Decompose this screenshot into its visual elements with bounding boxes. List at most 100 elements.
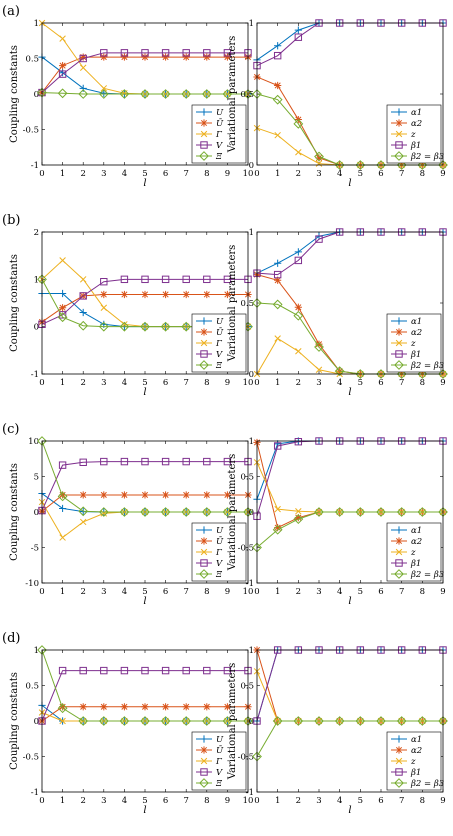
data-point-1-9 bbox=[223, 703, 231, 711]
series-line-4 bbox=[41, 92, 248, 95]
x-tick-label-3: 3 bbox=[316, 587, 321, 597]
x-tick-label-4: 4 bbox=[122, 378, 127, 388]
data-point-1-5 bbox=[141, 703, 149, 711]
legend-marker-4 bbox=[199, 569, 209, 579]
y-axis-label: Variational parameters bbox=[227, 663, 238, 781]
data-point-4-6 bbox=[376, 160, 386, 170]
data-point-3-9 bbox=[223, 457, 232, 466]
data-point-3-9 bbox=[223, 49, 232, 57]
legend-marker-3 bbox=[395, 350, 403, 358]
x-tick-label-7: 7 bbox=[183, 378, 188, 388]
x-tick-label-2: 2 bbox=[296, 378, 301, 388]
x-tick-label-4: 4 bbox=[122, 587, 127, 597]
x-tick-label-2: 2 bbox=[80, 378, 85, 388]
data-point-3-8 bbox=[203, 49, 211, 57]
data-point-0-1 bbox=[59, 504, 67, 513]
data-point-0-2 bbox=[294, 26, 302, 34]
data-point-4-4 bbox=[119, 716, 130, 726]
data-point-1-1 bbox=[59, 304, 67, 312]
panel-label-d: (d) bbox=[2, 631, 20, 646]
data-point-4-7 bbox=[181, 507, 192, 517]
x-tick-label-8: 8 bbox=[420, 169, 425, 179]
x-tick-label-0: 0 bbox=[39, 796, 44, 806]
data-point-2-2 bbox=[79, 276, 87, 283]
x-axis-label: l bbox=[348, 805, 351, 816]
legend-label-3: β1 bbox=[410, 768, 421, 778]
x-tick-label-10: 10 bbox=[243, 378, 254, 388]
series-line-3 bbox=[256, 649, 443, 722]
legend-label-1: α2 bbox=[411, 537, 422, 547]
data-point-3-8 bbox=[203, 457, 211, 466]
data-point-3-7 bbox=[182, 49, 190, 57]
legend-label-2: Γ bbox=[215, 548, 223, 558]
x-tick-label-2: 2 bbox=[80, 587, 85, 597]
data-point-4-6 bbox=[160, 321, 171, 332]
legend-marker-3 bbox=[395, 141, 403, 149]
data-point-3-5 bbox=[141, 457, 149, 466]
legend-label-4: β2 = β3 bbox=[410, 152, 444, 162]
legend-label-2: z bbox=[410, 548, 416, 558]
y-tick-label-3: 2 bbox=[34, 228, 39, 238]
data-point-1-7 bbox=[182, 53, 190, 61]
data-point-3-2 bbox=[294, 256, 303, 265]
data-point-4-7 bbox=[396, 507, 407, 517]
data-point-2-1 bbox=[59, 534, 66, 541]
data-point-4-3 bbox=[98, 321, 109, 332]
legend-label-0: α1 bbox=[411, 317, 422, 327]
data-point-1-9 bbox=[223, 491, 231, 499]
legend-label-0: U bbox=[216, 108, 224, 118]
data-point-4-1 bbox=[272, 716, 283, 726]
series-line-2 bbox=[256, 671, 443, 722]
x-tick-label-9: 9 bbox=[225, 378, 230, 388]
data-point-4-1 bbox=[57, 491, 68, 502]
legend-label-3: V bbox=[216, 350, 223, 360]
y-tick-label-2: 0 bbox=[249, 717, 254, 727]
legend-marker-0 bbox=[395, 526, 403, 534]
data-point-4-7 bbox=[181, 716, 192, 726]
data-point-1-3 bbox=[315, 340, 323, 348]
y-tick-label-2: 0 bbox=[34, 508, 39, 518]
legend-marker-3 bbox=[200, 559, 208, 567]
data-point-4-6 bbox=[376, 507, 386, 517]
legend-marker-2 bbox=[395, 548, 403, 556]
data-point-4-1 bbox=[57, 312, 68, 323]
y-tick-label-2: 0 bbox=[34, 90, 39, 100]
legend-label-3: β1 bbox=[410, 350, 421, 360]
y-tick-label-4: 1 bbox=[249, 437, 254, 447]
legend-label-1: Ū bbox=[216, 744, 224, 756]
data-point-4-4 bbox=[334, 366, 345, 377]
legend-marker-4 bbox=[199, 360, 209, 370]
data-point-2-1 bbox=[59, 35, 66, 42]
x-tick-label-10: 10 bbox=[243, 796, 254, 806]
data-point-3-7 bbox=[182, 666, 190, 675]
data-point-3-8 bbox=[203, 275, 211, 284]
x-axis-label: l bbox=[143, 805, 146, 816]
y-axis-label: Variational parameters bbox=[227, 245, 238, 363]
data-point-1-5 bbox=[141, 53, 149, 61]
series-line-2 bbox=[256, 462, 443, 513]
data-point-1-4 bbox=[120, 703, 128, 711]
data-point-1-9 bbox=[223, 290, 231, 299]
legend-marker-3 bbox=[200, 350, 208, 358]
data-point-4-7 bbox=[181, 89, 192, 99]
y-tick-label-0: -1 bbox=[246, 579, 254, 589]
axes-frame bbox=[256, 440, 444, 584]
y-tick-label-2: 1 bbox=[249, 19, 254, 29]
legend-marker-4 bbox=[394, 360, 404, 370]
data-point-0-2 bbox=[79, 84, 87, 92]
y-axis-label: Coupling constants bbox=[9, 463, 20, 561]
data-point-1-4 bbox=[120, 290, 128, 299]
legend-marker-3 bbox=[200, 141, 208, 149]
data-point-4-8 bbox=[417, 507, 428, 517]
series-line-3 bbox=[41, 52, 248, 93]
legend-label-0: U bbox=[216, 735, 224, 745]
series-line-3 bbox=[41, 670, 248, 722]
y-tick-label-4: 1 bbox=[34, 646, 39, 656]
series-line-0 bbox=[256, 231, 443, 274]
x-tick-label-8: 8 bbox=[204, 587, 209, 597]
axes-frame bbox=[41, 440, 249, 584]
data-point-4-3 bbox=[98, 716, 109, 726]
